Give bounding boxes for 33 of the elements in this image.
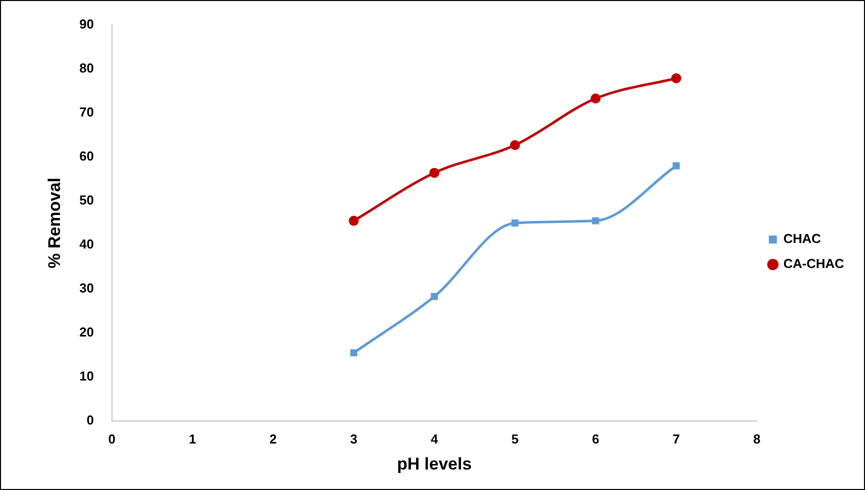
x-tick-label: 6 [592, 431, 600, 446]
point [430, 292, 438, 300]
y-tick-label: 20 [79, 324, 94, 340]
x-tick-label: 1 [188, 431, 196, 446]
x-tick-label: 2 [269, 431, 277, 446]
y-tick-label: 70 [79, 104, 94, 120]
point [671, 73, 682, 84]
y-axis-title: % Removal [44, 178, 64, 268]
point [590, 93, 601, 104]
point [672, 162, 680, 170]
x-tick-label: 8 [753, 431, 760, 446]
y-tick-label: 0 [86, 412, 94, 428]
y-tick-label: 60 [79, 148, 94, 164]
y-tick-label: 90 [79, 16, 94, 32]
x-tick-label: 4 [430, 431, 439, 446]
point [350, 349, 358, 356]
y-tick-label: 30 [79, 280, 94, 296]
x-tick-label: 0 [108, 431, 116, 446]
legend-label: CA-CHAC [783, 256, 845, 272]
point [592, 217, 600, 224]
point [511, 219, 519, 227]
x-tick-label: 3 [350, 431, 358, 446]
point [510, 140, 520, 150]
legend-label: CHAC [783, 231, 822, 246]
x-tick-label: 5 [511, 431, 519, 446]
x-tick-label: 7 [672, 431, 680, 446]
x-axis-title: pH levels [397, 454, 472, 474]
y-tick-label: 50 [79, 192, 94, 208]
point [429, 168, 440, 178]
point [348, 216, 359, 226]
y-tick-label: 10 [79, 368, 94, 384]
y-tick-label: 40 [79, 236, 94, 252]
y-tick-label: 80 [79, 60, 94, 76]
